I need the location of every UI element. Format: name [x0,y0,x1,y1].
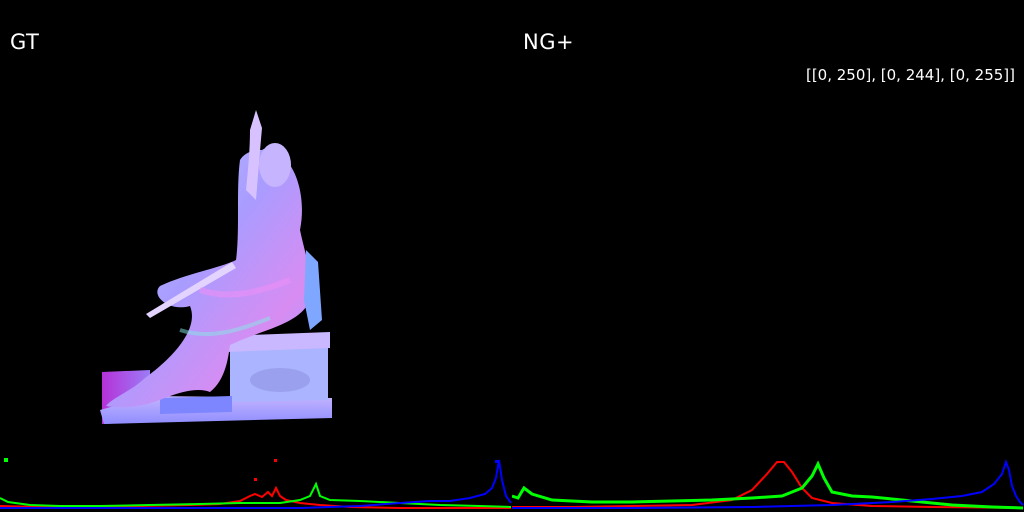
hist-spike-red [274,459,277,462]
panel-gt: GT [0,30,512,509]
rgb-histogram-gt [0,458,512,509]
statue-normal-map-gt [100,110,332,424]
range-readout: [[0, 250], [0, 244], [0, 255]] [805,66,1015,84]
statue-group [100,110,332,424]
rgb-histogram-ngplus [512,459,1024,510]
panel-ngplus: NG+ [[0, 250], [0, 244], [0, 255]] [512,0,1024,512]
hist-spike-blue [495,460,498,463]
panel-title-ngplus: NG+ [523,30,575,54]
panel-title-gt: GT [10,30,40,54]
hist-spike-green [4,458,8,462]
hist-spike-red [254,478,257,481]
